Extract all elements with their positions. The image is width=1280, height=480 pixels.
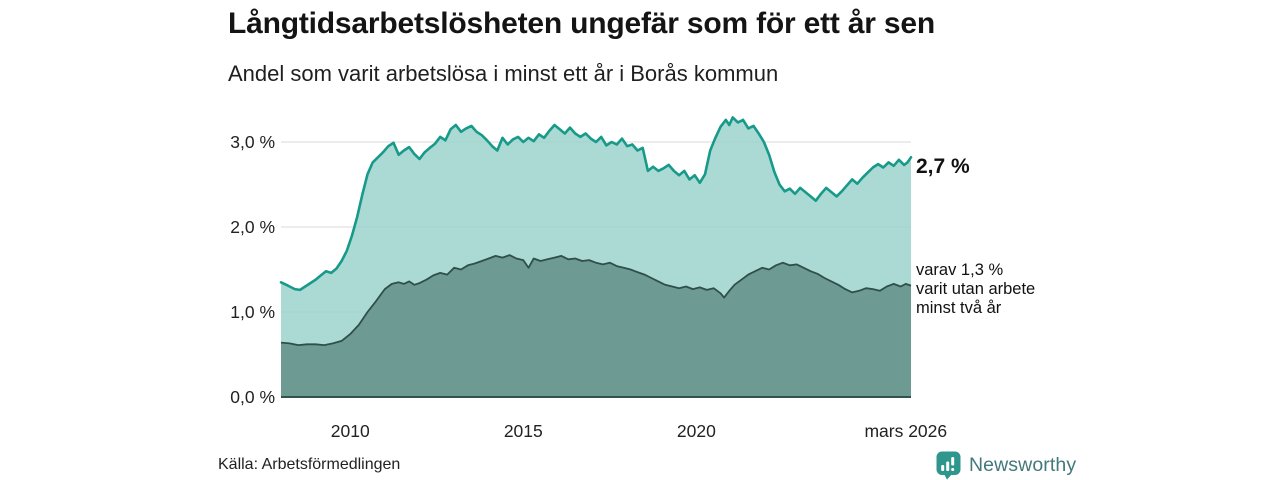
x-tick-label: mars 2026	[864, 421, 948, 441]
y-tick-label: 1,0 %	[230, 302, 275, 322]
y-tick-label: 3,0 %	[230, 132, 275, 152]
area-two-years	[281, 255, 911, 397]
secondary-series-label: varav 1,3 % varit utan arbete minst två …	[916, 261, 1036, 318]
y-tick-label: 0,0 %	[230, 387, 275, 407]
x-tick-label: 2015	[503, 421, 543, 441]
chart-title: Långtidsarbetslösheten ungefär som för e…	[228, 7, 936, 40]
newsworthy-wordmark: Newsworthy	[969, 454, 1077, 476]
source-credit: Källa: Arbetsförmedlingen	[218, 456, 401, 473]
line-total	[279, 116, 913, 292]
line-two-years	[280, 254, 912, 346]
newsworthy-bubble-chart-icon	[936, 451, 961, 480]
y-tick-label: 2,0 %	[230, 217, 275, 237]
x-tick-label: 2010	[330, 421, 370, 441]
newsworthy-logo: Newsworthy	[936, 451, 1076, 480]
x-tick-label: 2020	[676, 421, 716, 441]
chart-subtitle: Andel som varit arbetslösa i minst ett å…	[228, 61, 779, 86]
latest-value-label: 2,7 %	[916, 155, 970, 178]
